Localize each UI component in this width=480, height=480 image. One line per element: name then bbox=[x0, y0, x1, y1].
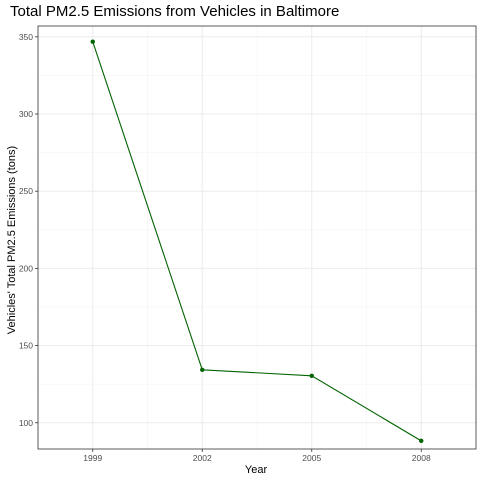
x-axis-label: Year bbox=[245, 464, 268, 476]
y-tick-label: 300 bbox=[19, 109, 33, 119]
data-point bbox=[91, 40, 95, 44]
y-tick-label: 150 bbox=[19, 341, 33, 351]
data-point bbox=[419, 439, 423, 443]
x-tick-label: 2008 bbox=[412, 453, 431, 463]
x-tick-label: 2005 bbox=[302, 453, 321, 463]
y-tick-label: 100 bbox=[19, 418, 33, 428]
y-tick-label: 350 bbox=[19, 32, 33, 42]
chart-title: Total PM2.5 Emissions from Vehicles in B… bbox=[10, 3, 339, 20]
data-point bbox=[200, 368, 204, 372]
data-point bbox=[310, 374, 314, 378]
x-tick-label: 1999 bbox=[83, 453, 102, 463]
y-axis-label: Vehicles' Total PM2.5 Emissions (tons) bbox=[6, 146, 18, 334]
y-tick-label: 200 bbox=[19, 263, 33, 273]
x-tick-label: 2002 bbox=[193, 453, 212, 463]
y-tick-label: 250 bbox=[19, 186, 33, 196]
